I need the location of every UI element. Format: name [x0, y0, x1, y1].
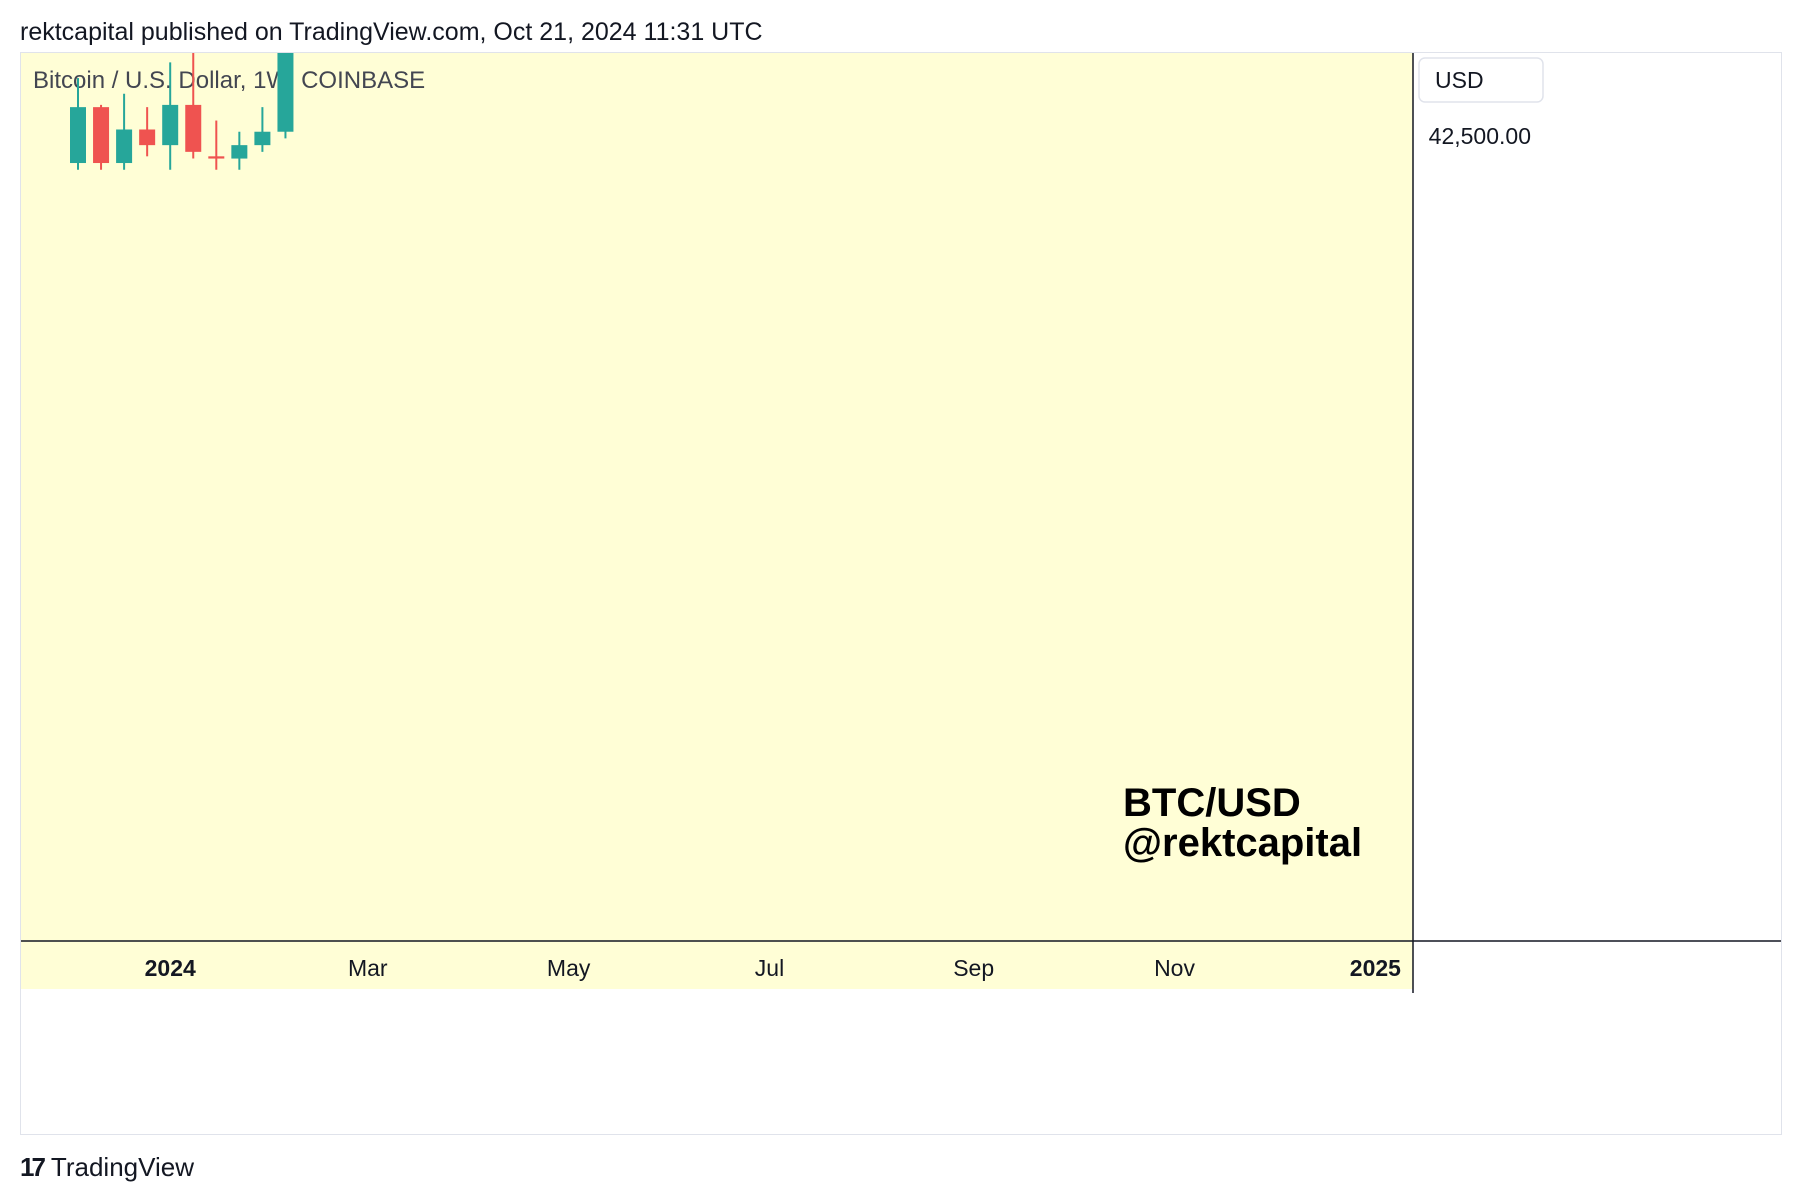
candle-body [185, 104, 202, 152]
x-tick-label: May [547, 955, 591, 981]
tradingview-footer[interactable]: 17 TradingView [20, 1152, 194, 1183]
publish-header: rektcapital published on TradingView.com… [20, 18, 763, 46]
candle-2023-12-25[interactable] [139, 107, 156, 157]
x-tick-label: Sep [953, 955, 994, 981]
candle-body [208, 156, 225, 159]
price-chart[interactable]: Bitcoin / U.S. Dollar, 1W, COINBASE 42,5… [21, 53, 1781, 1134]
candle-body [231, 145, 248, 159]
currency-button-label: USD [1435, 67, 1484, 93]
chart-frame: Bitcoin / U.S. Dollar, 1W, COINBASE 42,5… [20, 52, 1782, 1135]
watermark-author: @rektcapital [1123, 821, 1362, 865]
candle-body [116, 129, 133, 164]
x-tick-label: Nov [1154, 955, 1195, 981]
x-tick-label: Jul [755, 955, 784, 981]
candle-2024-01-01[interactable] [162, 62, 179, 170]
candle-2024-01-29[interactable] [254, 107, 271, 152]
tradingview-logo-icon: 17 [20, 1152, 46, 1182]
candle-2024-02-05[interactable] [277, 53, 294, 139]
footer-brand: TradingView [50, 1152, 194, 1182]
candle-body [70, 107, 86, 164]
currency-button[interactable]: USD [1418, 57, 1544, 103]
candle-body [277, 53, 294, 132]
candle-body [254, 131, 271, 146]
x-tick-label: 2025 [1350, 955, 1401, 981]
currency-button-box [1418, 57, 1544, 103]
y-tick-label: 42,500.00 [1429, 123, 1531, 149]
candle-2023-12-11[interactable] [93, 104, 110, 170]
candle-2023-12-04[interactable] [70, 78, 86, 170]
candle-body [139, 129, 156, 146]
x-tick-label: Mar [348, 955, 388, 981]
plot-background [21, 53, 1413, 989]
watermark-pair: BTC/USD [1123, 781, 1301, 825]
candle-2024-01-15[interactable] [208, 120, 225, 170]
x-tick-label: 2024 [145, 955, 196, 981]
candle-body [93, 107, 110, 164]
candle-2024-01-08[interactable] [185, 53, 202, 159]
candle-body [162, 104, 179, 146]
candle-2024-01-22[interactable] [231, 131, 248, 170]
symbol-title: Bitcoin / U.S. Dollar, 1W, COINBASE [33, 67, 425, 94]
candle-2023-12-18[interactable] [116, 93, 133, 170]
price-scale-background [1413, 53, 1781, 989]
